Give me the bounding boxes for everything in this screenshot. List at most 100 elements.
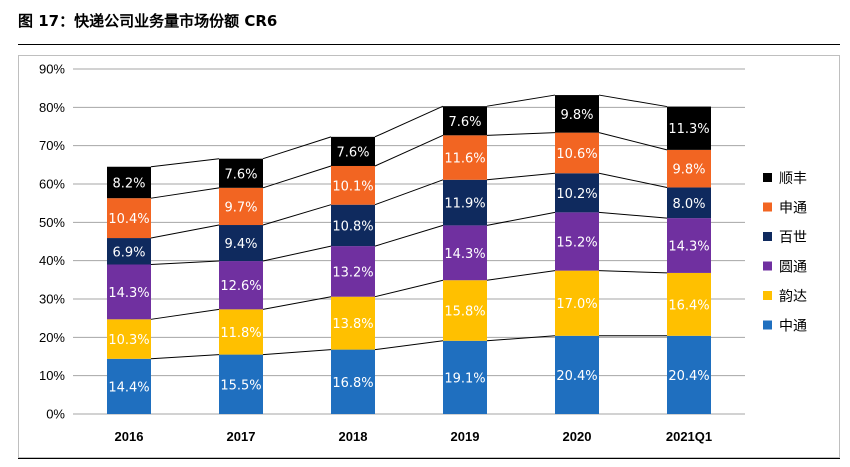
data-label: 9.8% [560,108,593,123]
data-label: 10.4% [108,212,149,227]
data-label: 6.9% [112,245,145,260]
y-tick-label: 40% [39,253,65,268]
data-label: 13.8% [332,317,373,332]
bar-segment [667,187,711,219]
connector-line [598,172,668,188]
connector-line [486,335,556,342]
bar-segment [667,218,711,273]
connector-line [262,204,332,226]
bar-segment [331,204,375,247]
connector-line [598,94,668,108]
bar-segment [219,225,263,262]
bar-segment [219,158,263,188]
connector-line [150,354,220,360]
connector-line [486,211,556,226]
bar-segment [331,296,375,350]
connector-line [486,172,556,181]
y-tick-label: 30% [39,292,65,307]
connector-line [374,224,444,247]
connector-line [374,279,444,298]
legend-swatch [763,232,772,241]
x-tick-label: 2020 [563,429,592,444]
legend-swatch [763,173,772,182]
connector-line [374,340,444,351]
legend-swatch [763,320,772,330]
bar-segment [443,106,487,136]
bar-segment [555,270,599,336]
bar-segment [331,136,375,166]
x-tick-label: 2017 [227,429,256,444]
x-tick-label: 2021Q1 [666,429,712,444]
data-label: 12.6% [220,279,261,294]
bar-segment [331,349,375,414]
data-label: 10.2% [556,187,597,202]
y-tick-label: 10% [39,368,65,383]
bar-segment [219,309,263,355]
bar-segment [667,149,711,188]
bar-segment [107,264,151,320]
data-label: 11.6% [444,152,485,167]
data-label: 7.6% [448,115,481,130]
data-label: 15.5% [220,378,261,393]
bar-segment [555,95,599,133]
connector-line [486,132,556,136]
data-label: 13.2% [332,265,373,280]
bar-segment [107,166,151,199]
bar-segment [331,246,375,297]
bar-segment [443,179,487,226]
data-label: 9.8% [672,163,705,178]
data-label: 14.3% [668,240,709,255]
x-tick-label: 2016 [115,429,144,444]
bar-segment [107,319,151,359]
legend-label: 百世 [779,230,807,246]
data-label: 7.6% [336,145,369,160]
data-label: 20.4% [556,369,597,384]
connector-line [150,308,220,320]
data-label: 14.3% [444,247,485,262]
connector-line [150,187,220,199]
data-label: 11.9% [444,197,485,212]
connector-line [598,211,668,219]
connector-line [374,134,444,167]
data-label: 19.1% [444,371,485,386]
connector-line [150,158,220,168]
bar-segment [219,354,263,414]
legend-label: 申通 [779,201,807,217]
connector-line [374,179,444,206]
data-label: 11.3% [668,122,709,137]
bar-segment [107,238,151,265]
bar-segment [219,261,263,310]
connector-line [150,260,220,265]
data-label: 9.4% [224,237,257,252]
data-label: 8.2% [112,176,145,191]
bar-segment [219,187,263,226]
connector-line [262,349,332,356]
bar-segment [667,272,711,336]
connector-line [150,224,220,239]
data-label: 16.8% [332,376,373,391]
legend-swatch [763,291,772,300]
bar-segment [443,340,487,414]
bottom-rule [18,458,840,459]
data-label: 9.7% [224,200,257,215]
bar-segment [555,132,599,174]
y-tick-label: 80% [39,100,65,115]
bar-segment [667,106,711,150]
legend-label: 韵达 [779,289,807,305]
legend-swatch [763,202,772,212]
figure-title: 图 17：快递公司业务量市场份额 CR6 [18,12,278,30]
data-label: 10.1% [332,179,373,194]
data-label: 15.2% [556,236,597,251]
data-label: 16.4% [668,298,709,313]
legend-swatch [763,261,772,271]
bar-segment [555,212,599,271]
legend-label: 圆通 [779,260,807,276]
connector-line [262,165,332,189]
connector-line [486,270,556,281]
legend-label: 顺丰 [779,171,807,187]
bar-segment [443,135,487,180]
bar-segment [107,198,151,239]
bar-segment [443,225,487,281]
data-label: 20.4% [668,369,709,384]
